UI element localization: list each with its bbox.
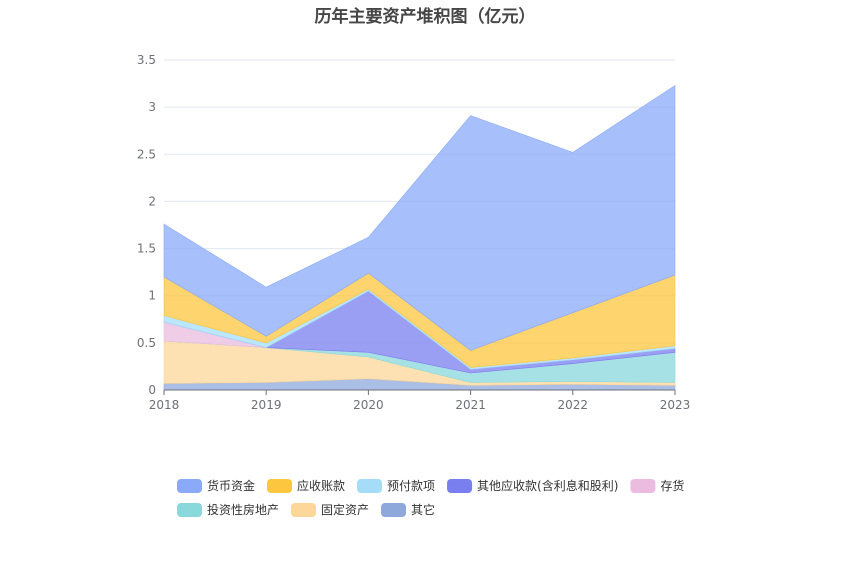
- y-tick-label: 0: [148, 383, 156, 397]
- area-series: [163, 84, 676, 391]
- legend-item-3[interactable]: 其他应收款(含利息和股利): [447, 478, 618, 493]
- legend-item-5[interactable]: 投资性房地产: [177, 502, 279, 517]
- legend-swatch: [357, 479, 383, 493]
- x-tick-label: 2018: [149, 398, 180, 412]
- legend-label: 预付款项: [387, 479, 435, 493]
- legend-label: 存货: [660, 478, 684, 493]
- legend-label: 应收账款: [297, 478, 345, 493]
- area-series-7[interactable]: [163, 84, 676, 351]
- legend-swatch: [291, 503, 317, 517]
- axes: 0 0.5 1 1.5 2 2.5 3 3.5 2018 2019 2020 2021 2022 2023: [137, 53, 690, 412]
- y-tick-label: 0.5: [137, 336, 156, 350]
- legend-item-1[interactable]: 应收账款: [267, 478, 345, 493]
- legend-item-4[interactable]: 存货: [630, 478, 684, 493]
- legend-label: 其他应收款(含利息和股利): [477, 478, 618, 493]
- y-tick-label: 3: [148, 100, 156, 114]
- legend-swatch: [447, 479, 473, 493]
- y-tick-label: 2.5: [137, 147, 156, 161]
- legend-item-0[interactable]: 货币资金: [177, 478, 255, 493]
- legend-label: 货币资金: [207, 478, 255, 493]
- y-tick-label: 3.5: [137, 53, 156, 67]
- legend-label: 投资性房地产: [207, 502, 279, 517]
- x-tick-label: 2019: [251, 398, 282, 412]
- legend-swatch: [630, 479, 656, 493]
- legend-label: 固定资产: [321, 502, 369, 517]
- y-tick-label: 1: [148, 289, 156, 303]
- legend-item-2[interactable]: 预付款项: [357, 479, 435, 493]
- legend-item-7[interactable]: 其它: [381, 502, 435, 517]
- chart-title: 历年主要资产堆积图（亿元）: [314, 7, 536, 27]
- x-tick-label: 2020: [353, 398, 384, 412]
- legend-swatch: [177, 503, 202, 517]
- legend-swatch: [381, 503, 407, 517]
- x-tick-label: 2022: [558, 398, 589, 412]
- legend-label: 其它: [411, 502, 435, 517]
- legend-item-6[interactable]: 固定资产: [291, 502, 369, 517]
- legend-swatch: [267, 479, 293, 493]
- x-tick-label: 2023: [660, 398, 691, 412]
- legend-swatch: [177, 479, 202, 493]
- y-tick-label: 1.5: [137, 242, 156, 256]
- y-tick-label: 2: [148, 194, 156, 208]
- x-tick-label: 2021: [455, 398, 486, 412]
